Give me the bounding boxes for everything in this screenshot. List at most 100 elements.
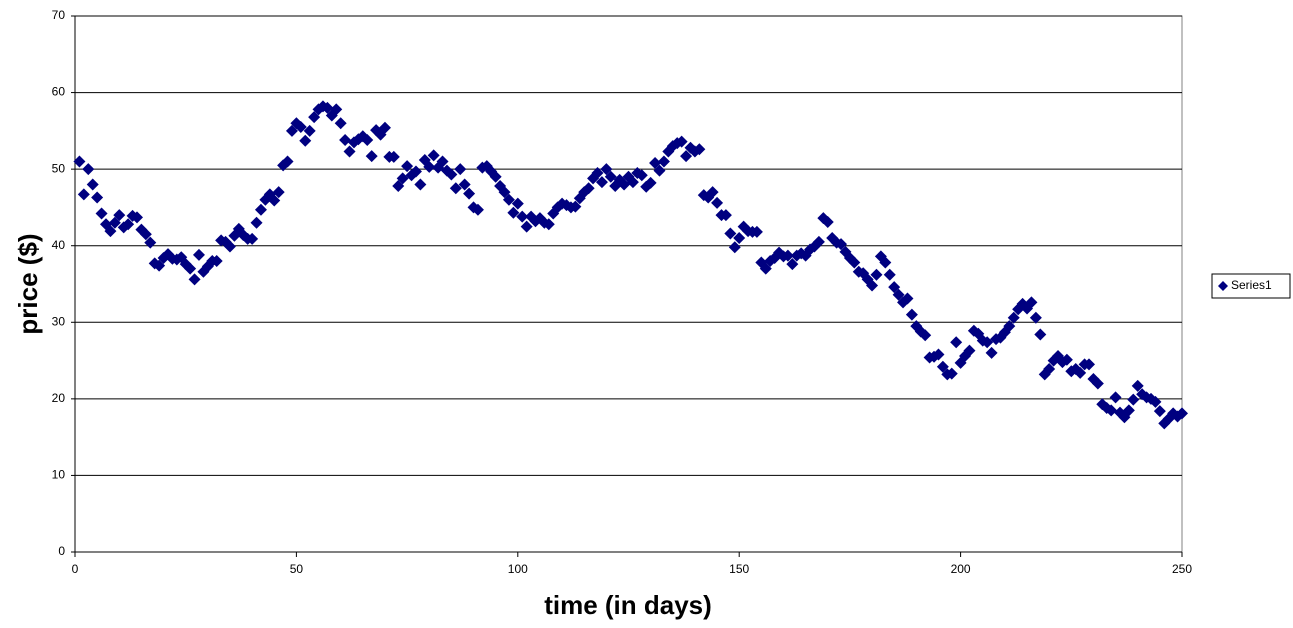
data-point [409,165,422,178]
data-point [82,163,95,176]
data-point [879,256,892,269]
data-point [1029,311,1042,324]
data-point [1122,404,1135,417]
data-point [821,215,834,228]
y-tick-label: 40 [52,238,66,252]
data-point [1060,353,1073,366]
data-point [507,206,520,219]
data-point [1083,358,1096,371]
data-point [759,262,772,275]
data-point [188,273,201,286]
data-point [866,279,879,292]
data-point [378,121,391,134]
data-point [361,134,374,147]
y-tick-label: 30 [52,314,66,328]
data-point [582,182,595,195]
data-point [157,251,170,264]
data-point [423,160,436,173]
data-point [1016,297,1029,310]
data-point [892,288,905,301]
data-point [1153,405,1166,418]
data-point [848,256,861,269]
data-point [750,225,763,238]
data-point [1025,296,1038,309]
data-point [675,135,688,148]
data-point [649,157,662,170]
data-point [471,203,484,216]
data-point [653,164,666,177]
plot-area [74,15,1183,553]
data-point [144,236,157,249]
data-point [786,258,799,271]
data-point [888,281,901,294]
data-point [108,216,121,229]
x-axis-title: time (in days) [544,590,712,620]
data-point [511,197,524,210]
data-point [458,178,471,191]
data-point [1091,377,1104,390]
data-point [600,163,613,176]
data-point [945,367,958,380]
data-point [591,166,604,179]
data-point [77,188,90,201]
data-point [91,191,104,204]
data-point [781,249,794,262]
x-tick-label: 100 [508,562,528,576]
data-point [1105,404,1118,417]
data-point [387,150,400,163]
legend-marker [1218,281,1228,291]
y-tick-label: 20 [52,391,66,405]
x-tick-label: 200 [951,562,971,576]
data-point [454,163,467,176]
data-point [680,150,693,163]
data-point [932,348,945,361]
data-point [919,329,932,342]
data-point [294,121,307,134]
y-tick-label: 60 [52,85,66,99]
data-point [449,182,462,195]
y-tick-label: 0 [58,544,65,558]
data-point [184,262,197,275]
data-point [95,207,108,220]
data-point [883,268,896,281]
data-point [595,176,608,189]
data-point [343,145,356,158]
data-point [768,251,781,264]
data-point [1034,328,1047,341]
data-point [644,176,657,189]
data-point [104,225,117,238]
data-point [170,253,183,266]
data-point [113,209,126,222]
data-point [905,308,918,321]
data-point [1007,311,1020,324]
data-point [1127,393,1140,406]
data-point [542,218,555,231]
data-point [122,218,135,231]
data-point [835,238,848,251]
data-point [724,227,737,240]
data-point [153,259,166,272]
data-point [285,124,298,137]
data-point [250,216,263,229]
data-point [728,241,741,254]
data-point [635,169,648,182]
data-point [706,186,719,199]
data-point [272,186,285,199]
data-point [365,150,378,163]
y-tick-label: 70 [52,8,66,22]
data-point [950,336,963,349]
data-point [1109,391,1122,404]
y-axis-title: price ($) [13,233,43,334]
data-point [812,235,825,248]
data-point [569,200,582,213]
data-point [334,117,347,130]
data-point [719,209,732,222]
data-point [489,170,502,183]
data-point [657,155,670,168]
data-point [86,178,99,191]
data-point [414,178,427,191]
data-point [1003,320,1016,333]
data-point [711,196,724,209]
data-point [1131,379,1144,392]
data-point [520,220,533,233]
